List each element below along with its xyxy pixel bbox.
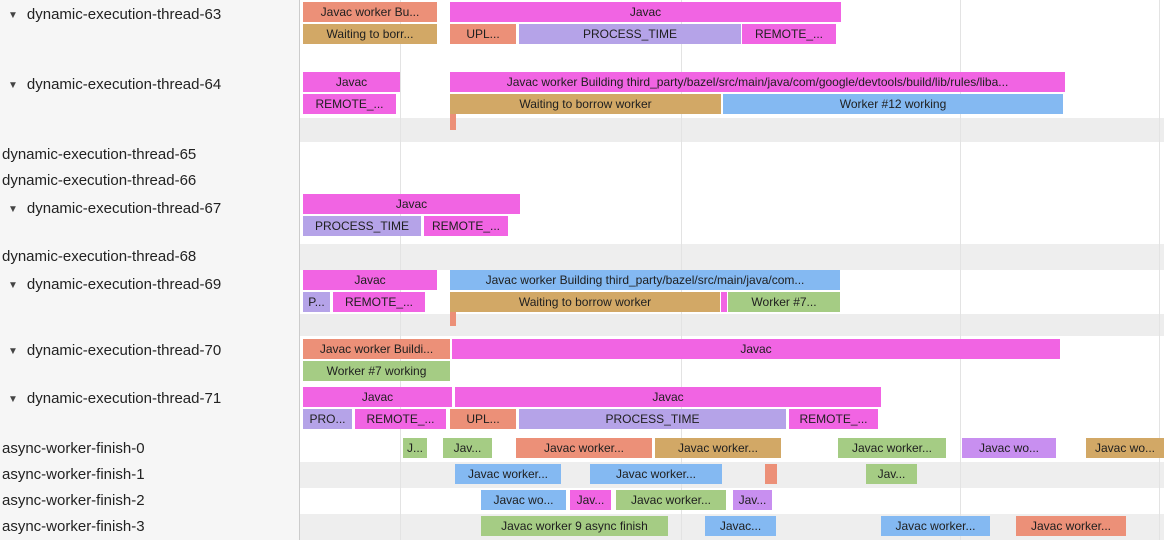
trace-event-bar[interactable]: Waiting to borrow worker (450, 292, 720, 312)
trace-event-bar[interactable]: Javac... (705, 516, 776, 536)
trace-event-bar[interactable]: Jav... (733, 490, 772, 510)
trace-event-bar[interactable]: Waiting to borrow worker (450, 94, 721, 114)
trace-event-bar[interactable]: Worker #12 working (723, 94, 1063, 114)
trace-event-bar[interactable]: Javac wo... (1086, 438, 1164, 458)
trace-event-bar[interactable]: Javac (303, 72, 400, 92)
trace-event-bar[interactable]: Javac (303, 270, 437, 290)
expand-arrow-icon[interactable]: ▼ (8, 201, 18, 219)
track-label[interactable]: ▼ dynamic-execution-thread-71 (0, 390, 221, 408)
track-label[interactable]: async-worker-finish-1 (0, 466, 145, 484)
trace-event-bar[interactable]: Worker #7... (728, 292, 840, 312)
trace-event-bar[interactable]: REMOTE_... (789, 409, 878, 429)
thread-name: dynamic-execution-thread-65 (2, 146, 196, 163)
trace-event-bar[interactable]: Javac worker 9 async finish (481, 516, 668, 536)
thread-name: dynamic-execution-thread-71 (27, 390, 221, 407)
track-async-worker-finish-1: async-worker-finish-1 Javac worker... Java… (0, 462, 1164, 488)
trace-event-bar[interactable]: REMOTE_... (333, 292, 425, 312)
timeline-tracks: ▼ dynamic-execution-thread-63 Javac worker… (0, 0, 1164, 540)
trace-event-bar[interactable]: Jav... (443, 438, 492, 458)
track-dynamic-execution-thread-71: ▼dynamic-execution-thread-71JavacJavacPR… (0, 384, 1164, 436)
track-dynamic-execution-thread-65: dynamic-execution-thread-65 (0, 142, 1164, 168)
trace-event-bar[interactable]: Javac worker Building third_party/bazel/… (450, 270, 840, 290)
trace-event-bar[interactable]: REMOTE_... (742, 24, 836, 44)
thread-name: dynamic-execution-thread-64 (27, 76, 221, 93)
thread-name: async-worker-finish-2 (2, 492, 145, 509)
trace-event-bar[interactable]: Javac (303, 387, 452, 407)
trace-event-bar[interactable]: PROCESS_TIME (303, 216, 421, 236)
trace-event-bar[interactable]: Javac worker Bu... (303, 2, 437, 22)
trace-event-bar[interactable]: J... (403, 438, 427, 458)
trace-event-bar[interactable] (721, 292, 727, 312)
trace-event-bar[interactable]: PRO... (303, 409, 352, 429)
trace-event-bar[interactable] (450, 312, 456, 326)
thread-name: async-worker-finish-3 (2, 518, 145, 535)
track-label[interactable]: ▼ dynamic-execution-thread-67 (0, 200, 221, 218)
trace-event-bar[interactable]: Javac worker... (655, 438, 781, 458)
trace-event-bar[interactable]: Javac worker Buildi... (303, 339, 450, 359)
trace-event-bar[interactable]: Javac wo... (481, 490, 566, 510)
trace-event-bar[interactable]: UPL... (450, 24, 516, 44)
trace-event-bar[interactable]: Javac (450, 2, 841, 22)
expand-arrow-icon[interactable]: ▼ (8, 77, 18, 95)
trace-event-bar[interactable]: Javac worker... (455, 464, 561, 484)
trace-event-bar[interactable]: Javac (455, 387, 881, 407)
track-label[interactable]: dynamic-execution-thread-66 (0, 172, 196, 190)
trace-event-bar[interactable]: Javac worker... (590, 464, 722, 484)
trace-event-bar[interactable]: Javac wo... (962, 438, 1056, 458)
track-dynamic-execution-thread-69: ▼ dynamic-execution-thread-69 Javac Javac w… (0, 270, 1164, 336)
track-dynamic-execution-thread-67: ▼ dynamic-execution-thread-67 JavacPROCESS… (0, 194, 1164, 244)
trace-event-bar[interactable]: PROCESS_TIME (519, 409, 786, 429)
trace-event-bar[interactable]: PROCESS_TIME (519, 24, 741, 44)
expand-arrow-icon[interactable]: ▼ (8, 343, 18, 361)
trace-event-bar[interactable]: Worker #7 working (303, 361, 450, 381)
thread-name: dynamic-execution-thread-67 (27, 200, 221, 217)
track-async-worker-finish-0: async-worker-finish-0 J... Jav... Javac wor… (0, 436, 1164, 462)
track-dynamic-execution-thread-66: dynamic-execution-thread-66 (0, 168, 1164, 194)
trace-event-bar[interactable]: REMOTE_... (355, 409, 446, 429)
thread-name: async-worker-finish-0 (2, 440, 145, 457)
track-async-worker-finish-2: async-worker-finish-2Javac wo...Jav...Ja… (0, 488, 1164, 514)
trace-event-bar[interactable]: Javac (303, 194, 520, 214)
track-async-worker-finish-3: async-worker-finish-3 Javac worker 9 asyn… (0, 514, 1164, 540)
expand-arrow-icon[interactable]: ▼ (8, 277, 18, 295)
track-label[interactable]: ▼ dynamic-execution-thread-69 (0, 276, 221, 294)
trace-event-bar[interactable]: Javac worker... (838, 438, 946, 458)
trace-event-bar[interactable]: Jav... (570, 490, 611, 510)
trace-event-bar[interactable] (765, 464, 777, 484)
thread-name: async-worker-finish-1 (2, 466, 145, 483)
track-label[interactable]: async-worker-finish-0 (0, 440, 145, 458)
expand-arrow-icon[interactable]: ▼ (8, 391, 18, 409)
trace-event-bar[interactable]: REMOTE_... (424, 216, 508, 236)
track-label[interactable]: ▼ dynamic-execution-thread-70 (0, 342, 221, 360)
track-label[interactable]: async-worker-finish-2 (0, 492, 145, 510)
track-label[interactable]: ▼ dynamic-execution-thread-63 (0, 6, 221, 24)
trace-event-bar[interactable]: UPL... (450, 409, 516, 429)
expand-arrow-icon[interactable]: ▼ (8, 7, 18, 25)
trace-event-bar[interactable]: Javac worker Building third_party/bazel/… (450, 72, 1065, 92)
thread-name: dynamic-execution-thread-70 (27, 342, 221, 359)
track-dynamic-execution-thread-63: ▼ dynamic-execution-thread-63 Javac worker… (0, 0, 1164, 70)
trace-event-bar[interactable]: Javac (452, 339, 1060, 359)
trace-event-bar[interactable]: Javac worker... (516, 438, 652, 458)
track-label[interactable]: async-worker-finish-3 (0, 518, 145, 536)
track-dynamic-execution-thread-64: ▼ dynamic-execution-thread-64 Javac Javac w… (0, 70, 1164, 142)
trace-event-bar[interactable]: Javac worker... (616, 490, 726, 510)
thread-name: dynamic-execution-thread-63 (27, 6, 221, 23)
track-dynamic-execution-thread-70: ▼ dynamic-execution-thread-70 Javac worker… (0, 336, 1164, 384)
trace-event-bar[interactable]: Javac worker... (1016, 516, 1126, 536)
trace-event-bar[interactable]: P... (303, 292, 330, 312)
trace-event-bar[interactable]: Jav... (866, 464, 917, 484)
trace-event-bar[interactable]: Javac worker... (881, 516, 990, 536)
trace-event-bar[interactable] (450, 114, 456, 130)
track-label[interactable]: dynamic-execution-thread-65 (0, 146, 196, 164)
track-label[interactable]: dynamic-execution-thread-68 (0, 248, 196, 266)
track-dynamic-execution-thread-68: dynamic-execution-thread-68 (0, 244, 1164, 270)
trace-viewer: ▼ dynamic-execution-thread-63 Javac worker… (0, 0, 1164, 540)
trace-event-bar[interactable]: Waiting to borr... (303, 24, 437, 44)
thread-name: dynamic-execution-thread-69 (27, 276, 221, 293)
thread-name: dynamic-execution-thread-68 (2, 248, 196, 265)
thread-name: dynamic-execution-thread-66 (2, 172, 196, 189)
track-label[interactable]: ▼ dynamic-execution-thread-64 (0, 76, 221, 94)
trace-event-bar[interactable]: REMOTE_... (303, 94, 396, 114)
